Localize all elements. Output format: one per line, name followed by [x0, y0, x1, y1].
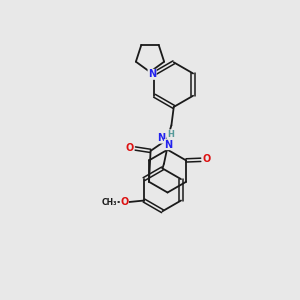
- Text: N: N: [164, 140, 172, 150]
- Text: O: O: [126, 142, 134, 153]
- Text: N: N: [148, 69, 156, 80]
- Text: O: O: [202, 154, 210, 164]
- Text: H: H: [167, 130, 174, 139]
- Text: CH₃: CH₃: [102, 197, 117, 206]
- Text: N: N: [158, 133, 166, 143]
- Text: O: O: [120, 197, 128, 207]
